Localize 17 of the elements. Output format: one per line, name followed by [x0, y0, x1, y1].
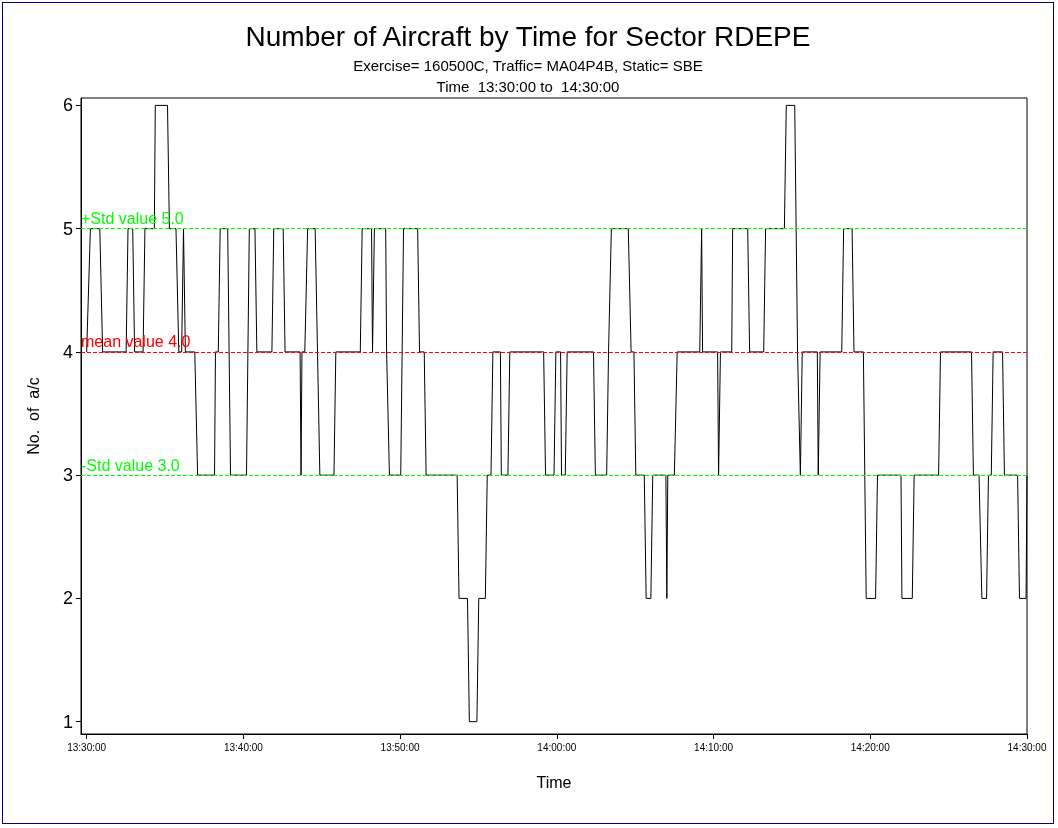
y-tick-label: 6: [62, 95, 73, 116]
y-tick-label: 3: [62, 465, 73, 486]
y-axis-title: No. of a/c: [24, 377, 42, 455]
x-axis-title: Time: [536, 773, 572, 791]
chart-title: Number of Aircraft by Time for Sector RDEPE: [245, 20, 811, 52]
x-tick-label: 14:10:00: [694, 741, 734, 753]
y-tick-label: 1: [62, 711, 73, 732]
chart-subtitle: Exercise= 160500C, Traffic= MA04P4B, Static= SBE Time 13:30:00 to 14:30:00: [353, 57, 703, 95]
x-tick-label: 13:40:00: [223, 741, 264, 753]
y-tick-label: 4: [62, 341, 73, 362]
x-tick-label: 13:30:00: [67, 741, 107, 753]
x-tick-label: 14:00:00: [537, 741, 577, 753]
x-tick-label: 13:50:00: [380, 741, 420, 753]
x-tick-label: 14:30:00: [1007, 741, 1047, 753]
y-tick-label: 5: [62, 218, 73, 239]
y-tick-label: 2: [62, 588, 73, 609]
x-tick-label: 14:20:00: [850, 741, 891, 753]
